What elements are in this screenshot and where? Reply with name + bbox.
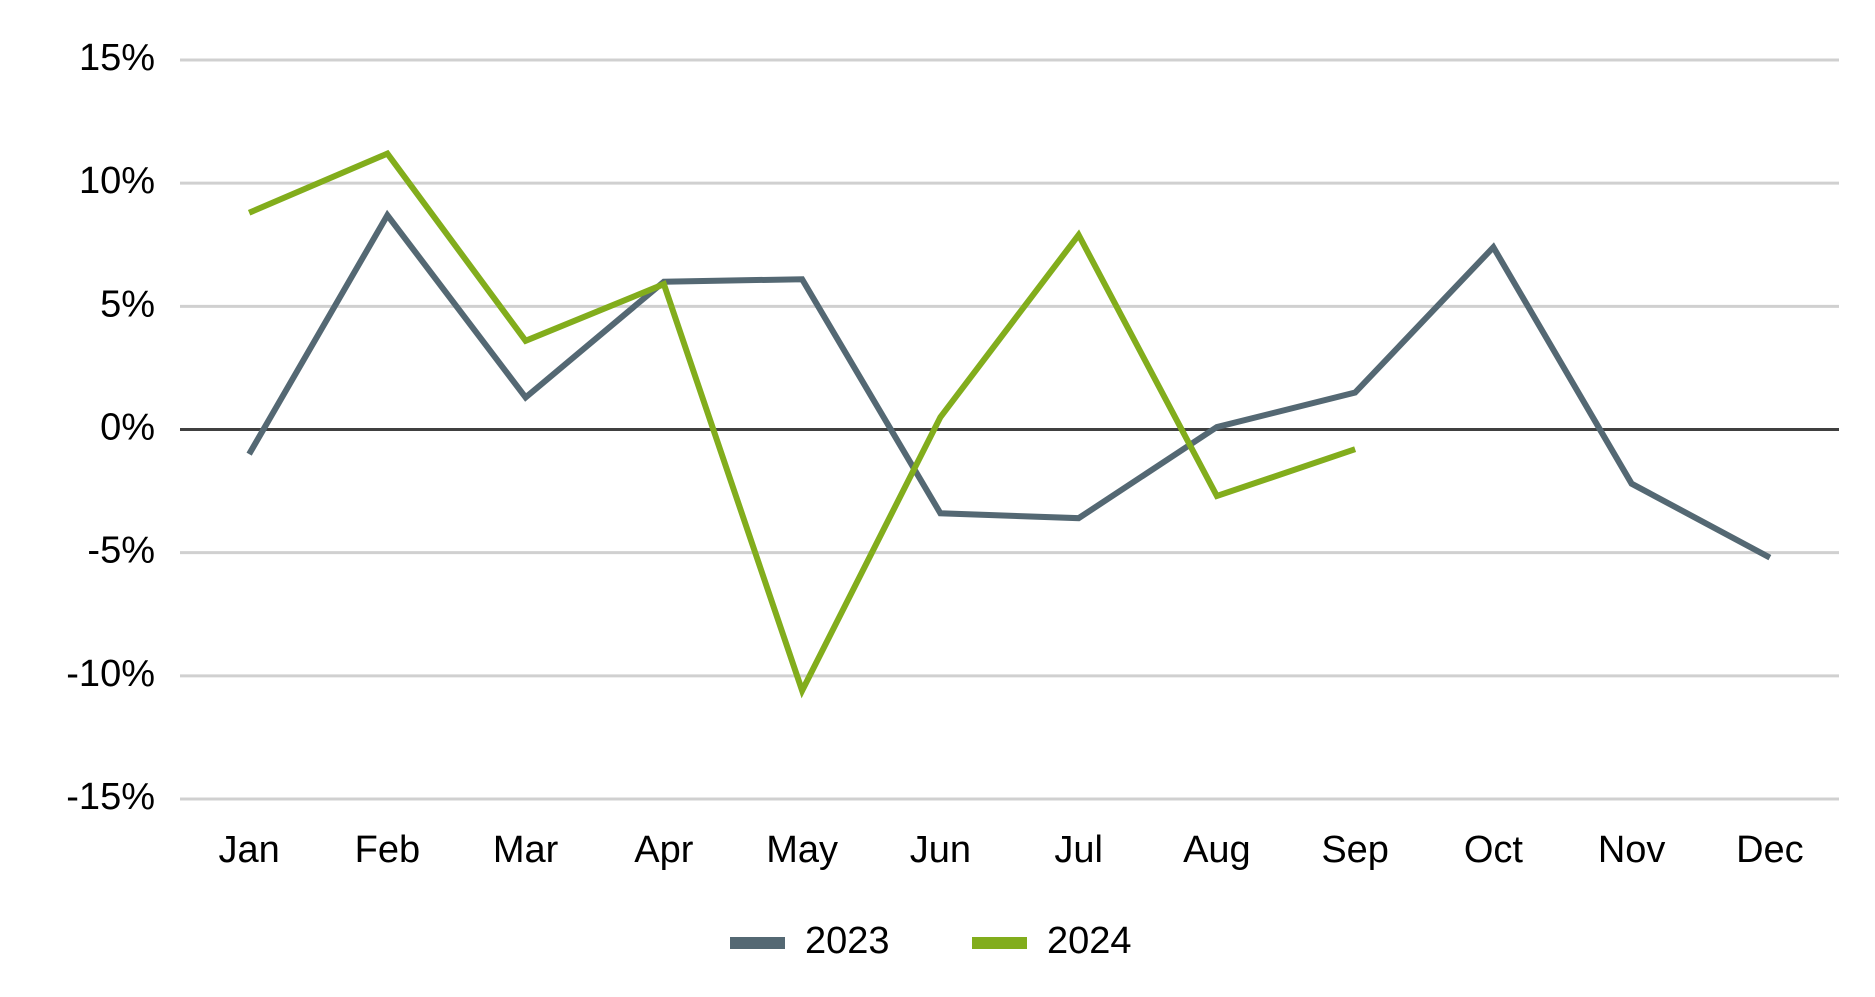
- line-series: [247, 149, 1357, 699]
- x-tick-label: Jan: [218, 829, 279, 871]
- x-tick-label: Nov: [1598, 829, 1666, 871]
- x-tick-label: Dec: [1736, 829, 1804, 871]
- x-tick-label: Apr: [634, 829, 693, 871]
- x-tick-label: Feb: [355, 829, 420, 871]
- x-tick-label: Aug: [1183, 829, 1251, 871]
- legend-label: 2024: [1047, 920, 1132, 962]
- x-tick-label: May: [766, 829, 838, 871]
- y-tick-label: 5%: [100, 283, 155, 325]
- y-tick-label: -10%: [66, 653, 155, 695]
- x-tick-label: Jul: [1054, 829, 1103, 871]
- y-tick-label: 15%: [79, 37, 155, 79]
- y-tick-label: 0%: [100, 407, 155, 449]
- x-tick-label: Sep: [1321, 829, 1389, 871]
- line-series: [246, 209, 1772, 561]
- x-tick-label: Oct: [1464, 829, 1524, 871]
- y-tick-label: 10%: [79, 160, 155, 202]
- x-tick-label: Mar: [493, 829, 559, 871]
- legend-label: 2023: [805, 920, 890, 962]
- x-tick-label: Jun: [910, 829, 971, 871]
- y-tick-label: -5%: [87, 530, 155, 572]
- y-tick-label: -15%: [66, 776, 155, 818]
